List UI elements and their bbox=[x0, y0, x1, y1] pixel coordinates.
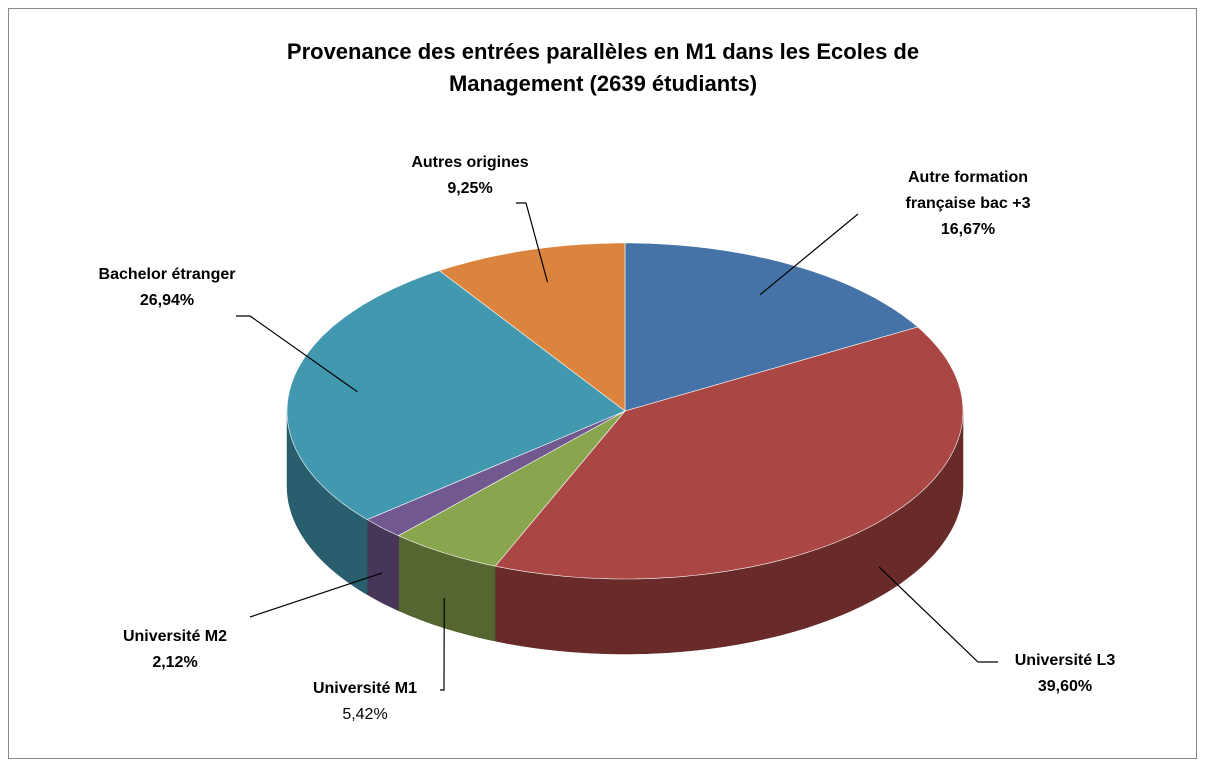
data-label: Autres origines 9,25% bbox=[390, 150, 550, 202]
value-label: 39,60% bbox=[1037, 678, 1093, 695]
chart-title: Provenance des entrées parallèles en M1 … bbox=[286, 39, 920, 96]
data-label: Université M1 5,42% bbox=[280, 676, 450, 728]
value-label: 9,25% bbox=[447, 180, 493, 197]
slice bbox=[494, 326, 964, 580]
data-label: Université M2 2,12% bbox=[95, 624, 255, 676]
leader-line bbox=[516, 202, 549, 283]
data-label: Université L3 39,60% bbox=[995, 648, 1135, 700]
value-label: 2,12% bbox=[152, 654, 198, 671]
leader-line bbox=[236, 315, 358, 393]
leader-line bbox=[759, 213, 859, 296]
category-label: Autre formation française bac +3 bbox=[905, 169, 1031, 212]
leader-line bbox=[440, 597, 445, 691]
slice bbox=[438, 242, 626, 412]
category-label: Université M1 bbox=[312, 680, 418, 697]
value-label: 5,42% bbox=[342, 706, 388, 723]
slice bbox=[624, 242, 919, 412]
category-label: Bachelor étranger bbox=[98, 266, 236, 283]
category-label: Autres origines bbox=[411, 154, 529, 171]
slice bbox=[397, 410, 626, 567]
category-label: Université L3 bbox=[1014, 652, 1116, 669]
slice bbox=[286, 270, 626, 520]
chart-frame bbox=[8, 8, 1197, 759]
category-label: Université M2 bbox=[122, 628, 228, 645]
leader-line bbox=[249, 572, 383, 618]
slice bbox=[366, 410, 626, 537]
value-label: 16,67% bbox=[940, 221, 996, 238]
value-label: 26,94% bbox=[139, 292, 195, 309]
data-label: Bachelor étranger 26,94% bbox=[82, 262, 252, 314]
data-label: Autre formation française bac +3 16,67% bbox=[878, 165, 1058, 243]
leader-line bbox=[878, 566, 998, 663]
